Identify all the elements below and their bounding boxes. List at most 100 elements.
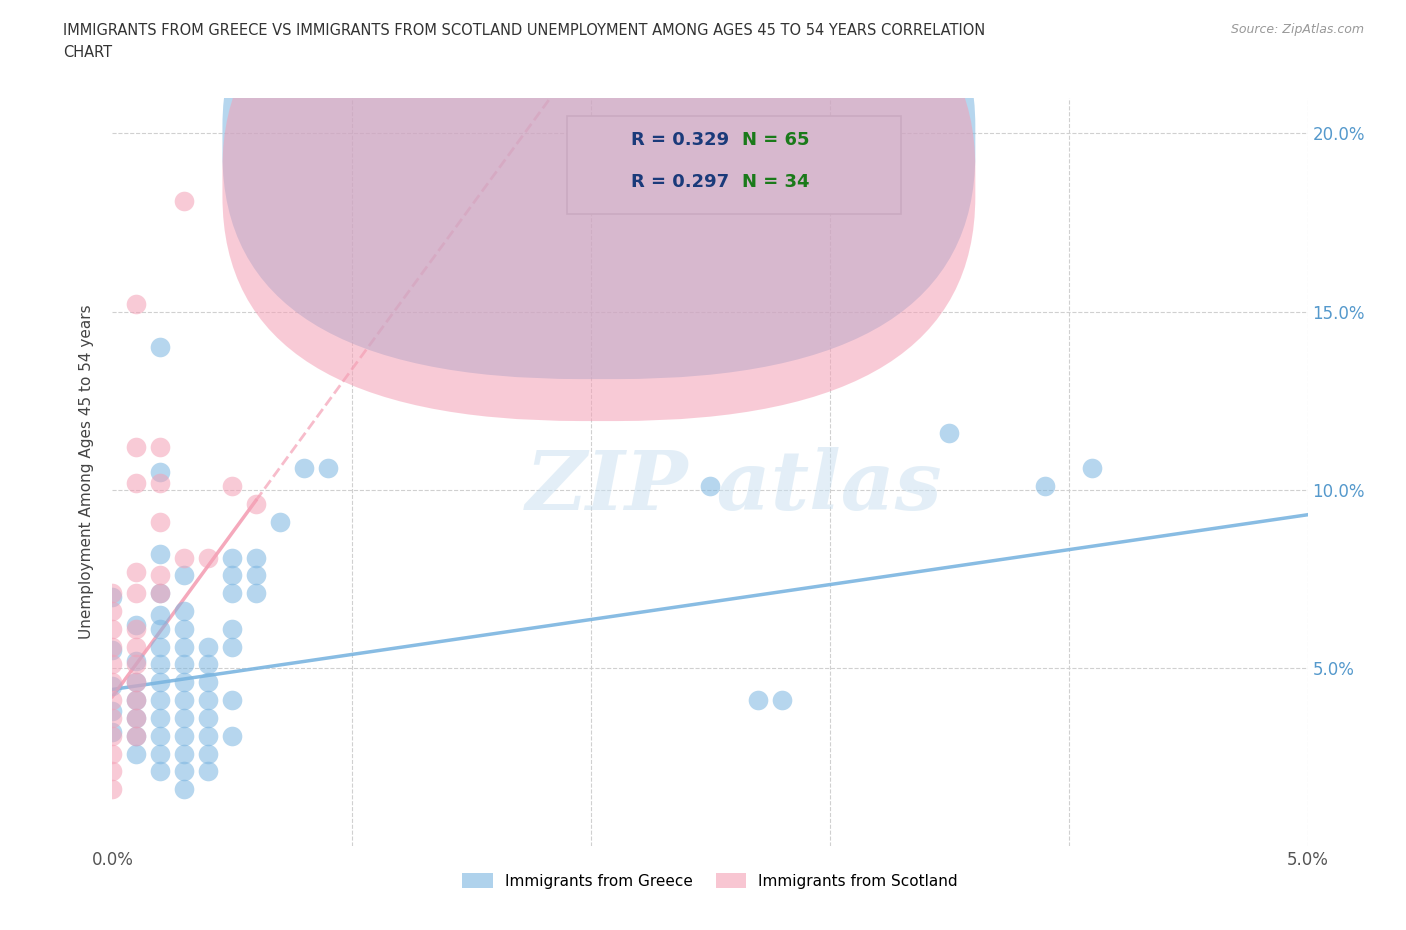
Point [245, 568, 267, 583]
FancyBboxPatch shape [567, 116, 901, 214]
Point [149, 475, 172, 490]
Point [125, 675, 148, 690]
Legend: Immigrants from Greece, Immigrants from Scotland: Immigrants from Greece, Immigrants from … [456, 867, 965, 895]
Point [173, 193, 195, 208]
Point [101, 728, 124, 743]
Point [101, 693, 124, 708]
Point [125, 711, 148, 725]
Point [173, 693, 195, 708]
Point [221, 639, 243, 654]
Point [149, 568, 172, 583]
Point [245, 586, 267, 601]
Point [125, 746, 148, 761]
Point [101, 621, 124, 636]
Point [101, 639, 124, 654]
Point [747, 693, 769, 708]
Text: ZIP atlas: ZIP atlas [526, 447, 942, 527]
Point [125, 654, 148, 669]
Point [197, 550, 219, 565]
Text: Source: ZipAtlas.com: Source: ZipAtlas.com [1230, 23, 1364, 36]
Point [149, 728, 172, 743]
Point [197, 711, 219, 725]
FancyBboxPatch shape [222, 0, 976, 421]
Point [125, 618, 148, 632]
Text: R = 0.329: R = 0.329 [631, 131, 730, 150]
Point [101, 679, 124, 694]
Point [197, 675, 219, 690]
Point [221, 586, 243, 601]
Point [125, 621, 148, 636]
Point [125, 565, 148, 579]
FancyBboxPatch shape [222, 0, 976, 379]
Point [125, 693, 148, 708]
Point [149, 658, 172, 672]
Y-axis label: Unemployment Among Ages 45 to 54 years: Unemployment Among Ages 45 to 54 years [79, 305, 94, 639]
Point [149, 514, 172, 529]
Point [197, 764, 219, 779]
Point [149, 339, 172, 354]
Point [1081, 461, 1104, 476]
Point [101, 675, 124, 690]
Point [221, 479, 243, 494]
Point [101, 604, 124, 618]
Point [269, 514, 291, 529]
Text: IMMIGRANTS FROM GREECE VS IMMIGRANTS FROM SCOTLAND UNEMPLOYMENT AMONG AGES 45 TO: IMMIGRANTS FROM GREECE VS IMMIGRANTS FRO… [63, 23, 986, 38]
Text: CHART: CHART [63, 45, 112, 60]
Point [1033, 479, 1056, 494]
Point [173, 782, 195, 797]
Point [149, 621, 172, 636]
Point [149, 547, 172, 562]
Point [125, 693, 148, 708]
Point [125, 711, 148, 725]
Point [173, 746, 195, 761]
Point [173, 621, 195, 636]
Point [221, 693, 243, 708]
Point [149, 693, 172, 708]
Point [197, 639, 219, 654]
Point [245, 550, 267, 565]
Point [173, 675, 195, 690]
Point [173, 604, 195, 618]
Point [125, 675, 148, 690]
Point [125, 728, 148, 743]
Point [125, 639, 148, 654]
Point [149, 711, 172, 725]
Point [173, 711, 195, 725]
Point [125, 297, 148, 312]
Point [197, 658, 219, 672]
Point [101, 658, 124, 672]
Point [149, 465, 172, 480]
Point [125, 475, 148, 490]
Point [245, 497, 267, 512]
Point [125, 728, 148, 743]
Point [173, 568, 195, 583]
Point [173, 728, 195, 743]
Point [149, 607, 172, 622]
Text: R = 0.297: R = 0.297 [631, 173, 730, 192]
Point [101, 782, 124, 797]
Point [101, 724, 124, 739]
Point [149, 764, 172, 779]
Point [699, 479, 721, 494]
Point [173, 764, 195, 779]
Point [770, 693, 793, 708]
Point [173, 639, 195, 654]
Point [221, 568, 243, 583]
Point [101, 764, 124, 779]
Point [221, 621, 243, 636]
Point [125, 440, 148, 455]
Point [316, 461, 339, 476]
Point [292, 461, 315, 476]
Point [149, 675, 172, 690]
Point [101, 643, 124, 658]
Point [197, 728, 219, 743]
Point [125, 658, 148, 672]
Point [197, 693, 219, 708]
Point [173, 658, 195, 672]
Point [197, 746, 219, 761]
Point [221, 550, 243, 565]
Point [125, 586, 148, 601]
Point [938, 425, 960, 440]
Point [149, 746, 172, 761]
Point [149, 440, 172, 455]
